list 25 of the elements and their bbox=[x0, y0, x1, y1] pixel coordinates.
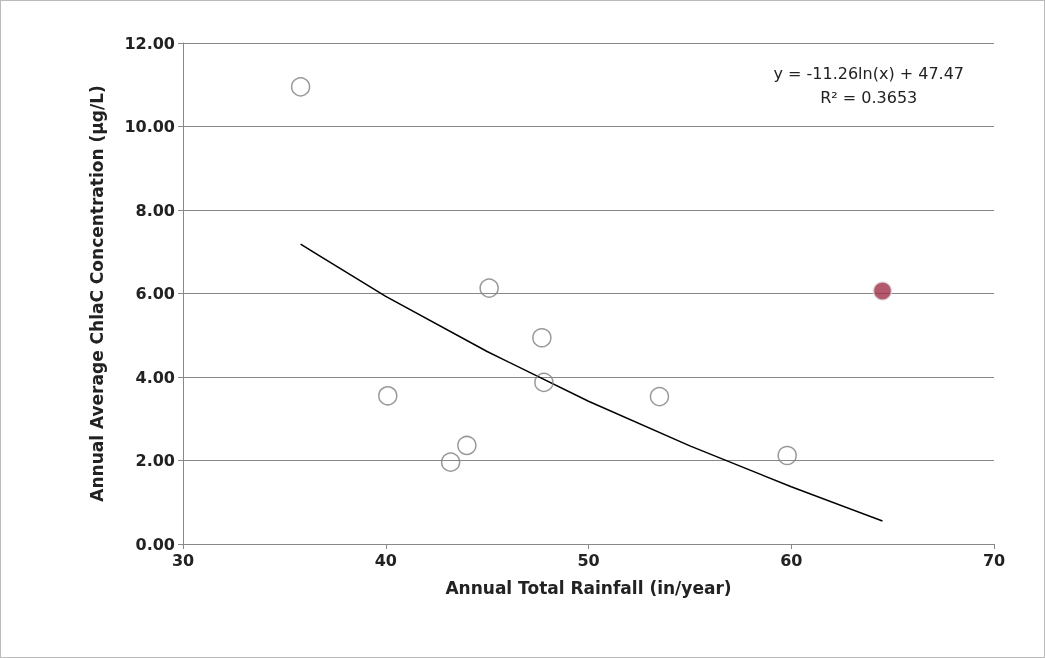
point bbox=[532, 328, 552, 348]
x-tick-label: 50 bbox=[577, 550, 600, 570]
y-tick-label: 12.00 bbox=[124, 33, 175, 53]
point bbox=[777, 445, 797, 466]
point bbox=[440, 452, 461, 472]
y-tick-label: 8.00 bbox=[135, 200, 175, 220]
point bbox=[479, 278, 499, 298]
annotation: y = -11.26ln(x) + 47.47 bbox=[773, 63, 964, 83]
point bbox=[457, 435, 477, 456]
annotation: R² = 0.3653 bbox=[820, 87, 918, 107]
y-tick-label: 10.00 bbox=[124, 117, 175, 136]
point bbox=[649, 386, 670, 407]
x-axis-title: Annual Total Rainfall (in/year) bbox=[445, 577, 732, 598]
y-tick-label: 2.00 bbox=[135, 451, 175, 470]
point bbox=[534, 372, 554, 393]
y-tick-label: 4.00 bbox=[135, 367, 175, 387]
x-tick-label: 40 bbox=[374, 550, 397, 570]
x-tick-label: 70 bbox=[982, 550, 1006, 570]
point bbox=[290, 77, 311, 97]
x-tick-label: 60 bbox=[780, 550, 803, 570]
point bbox=[378, 386, 398, 406]
y-axis-title: Annual Average ChlaC Concentration (µg/L) bbox=[86, 85, 107, 502]
point bbox=[872, 281, 893, 301]
line-series bbox=[299, 243, 884, 522]
y-tick-label: 6.00 bbox=[135, 284, 175, 303]
